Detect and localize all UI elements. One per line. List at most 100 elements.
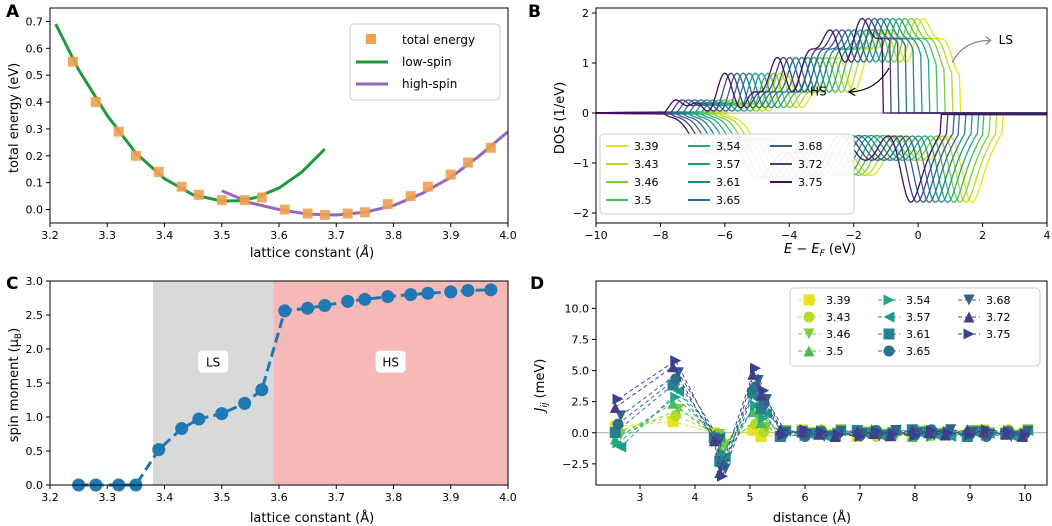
jij-marker — [747, 424, 759, 436]
jij-marker — [673, 385, 684, 397]
panel-a-ylabel: total energy (eV) — [7, 63, 22, 173]
panel-d-xtick-label: 7 — [857, 491, 864, 504]
jij-marker — [803, 345, 815, 357]
panel-a-ytick-label: 0.2 — [26, 150, 44, 163]
legend-label: 3.72 — [986, 311, 1011, 324]
jij-marker — [803, 294, 815, 306]
total-energy-marker — [113, 126, 124, 137]
region-hs — [273, 281, 508, 485]
jij-line — [617, 414, 1026, 444]
legend-label: 3.61 — [906, 328, 931, 341]
panel-c-ytick-label: 2.0 — [26, 343, 44, 356]
legend-label: 3.43 — [634, 158, 659, 171]
jij-marker — [883, 345, 895, 357]
panel-d-xtick-label: 5 — [747, 491, 754, 504]
total-energy-marker — [342, 208, 353, 219]
panel-d: 3 4 5 6 7 8 9 10 −2.5 0.0 2.5 5.0 7.5 10.0 3.39 3.43 3.4… — [562, 280, 1048, 504]
panel-d-xtick-label: 3 — [637, 491, 644, 504]
dos-up-line — [596, 17, 1047, 114]
panel-b-frame — [595, 7, 1048, 224]
jij-marker — [609, 427, 621, 439]
jij-marker — [758, 412, 770, 424]
jij-marker — [670, 391, 682, 403]
jij-marker — [1019, 428, 1031, 440]
jij-marker — [981, 424, 992, 436]
legend-label: 3.65 — [906, 345, 931, 358]
ls-arrow — [951, 39, 990, 64]
jij-marker — [612, 393, 624, 405]
panel-a-xtick-label: 3.6 — [270, 229, 288, 242]
jij-marker — [816, 426, 827, 438]
panel-c-ytick-label: 3.0 — [26, 275, 44, 288]
jij-marker — [667, 397, 679, 409]
legend-label: 3.39 — [826, 294, 851, 307]
panel-c: LS HS 3.2 3.3 3.4 3.5 3.6 3.7 3.8 3.9 4.0 0.0 0.5 1.0… — [26, 275, 517, 504]
jij-marker — [758, 384, 770, 396]
legend-label: 3.75 — [986, 328, 1011, 341]
jij-marker — [747, 368, 759, 380]
legend-label-low-spin: low-spin — [402, 55, 452, 69]
panel-b-xtick-label: 0 — [915, 229, 922, 242]
panel-b-ytick-label: −1 — [573, 157, 589, 170]
panel-a-xtick-label: 3.9 — [442, 229, 460, 242]
region-label-box — [375, 350, 406, 373]
panel-c-xlabel: lattice constant (Å) — [250, 510, 374, 526]
jij-marker — [926, 425, 937, 437]
panel-c-xtick-label: 3.3 — [99, 491, 117, 504]
panel-b-ytick-label: 1 — [582, 57, 589, 70]
jij-marker — [942, 427, 954, 439]
total-energy-marker — [445, 169, 456, 180]
jij-marker — [670, 355, 682, 367]
total-energy-marker — [90, 97, 101, 108]
panel-b-legend: 3.39 3.43 3.46 3.5 3.54 3.57 3.61 3.65 3.68 3.72 3… — [599, 133, 855, 215]
legend-box — [599, 133, 855, 215]
panel-c-ytick-label: 0.5 — [26, 445, 44, 458]
low-spin-line — [54, 23, 326, 203]
total-energy-marker — [153, 166, 164, 177]
panel-c-xtick-label: 3.2 — [41, 491, 59, 504]
panel-d-xtick-label: 6 — [802, 491, 809, 504]
jij-marker — [711, 435, 723, 447]
spin-moment-point — [404, 288, 418, 302]
jij-marker — [799, 424, 811, 436]
legend-label: 3.68 — [798, 140, 823, 153]
legend-label: 3.75 — [798, 176, 823, 189]
spin-moment-point — [215, 407, 229, 421]
spin-moment-point — [192, 412, 206, 426]
jij-marker — [755, 417, 767, 429]
region-label-hs: HS — [382, 356, 399, 370]
jij-marker — [750, 362, 761, 374]
jij-marker — [832, 428, 844, 440]
panel-d-xtick-label: 4 — [692, 491, 699, 504]
total-energy-marker — [130, 150, 141, 161]
panel-c-ytick-label: 0.0 — [26, 479, 44, 492]
jij-marker — [1003, 426, 1014, 438]
total-energy-marker — [216, 195, 227, 206]
region-label-ls: LS — [206, 356, 220, 370]
spin-moment-point — [421, 286, 435, 300]
panel-letter-a: A — [6, 2, 20, 22]
jij-marker — [854, 430, 866, 442]
total-energy-marker — [176, 181, 187, 192]
panel-a-legend: total energy low-spin high-spin — [349, 23, 501, 101]
jij-marker — [615, 441, 627, 453]
panel-d-ytick-label: 5.0 — [572, 365, 590, 378]
panel-letter-c: C — [6, 274, 18, 294]
jij-marker — [963, 311, 975, 323]
panel-d-xtick-label: 10 — [1018, 491, 1032, 504]
ls-arrow-head — [985, 35, 992, 46]
panel-a-xlabel: lattice constant (Å) — [250, 245, 374, 261]
legend-label: 3.54 — [716, 140, 741, 153]
total-energy-marker — [405, 191, 416, 202]
total-energy-marker — [319, 209, 330, 220]
jij-marker — [667, 416, 679, 428]
panel-a-ytick-label: 0.5 — [26, 69, 44, 82]
legend-label: 3.65 — [716, 194, 741, 207]
jij-marker — [909, 430, 921, 442]
legend-label: 3.39 — [634, 140, 659, 153]
panel-b-ylabel: DOS (1/eV) — [553, 82, 568, 154]
panel-letter-d: D — [530, 274, 544, 294]
panel-d-ytick-label: 10.0 — [565, 302, 590, 315]
jij-marker — [609, 402, 621, 414]
legend-box — [789, 287, 1041, 367]
